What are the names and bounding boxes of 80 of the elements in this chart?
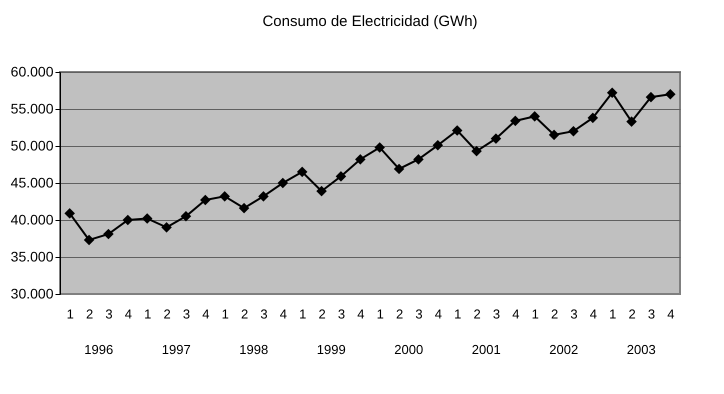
x-tick-label: 4 <box>434 306 442 322</box>
text: 1996 <box>84 342 114 357</box>
x-tick-label: 1 <box>66 306 74 322</box>
x-tick-label: 3 <box>260 306 268 322</box>
x-tick-label: 3 <box>570 306 578 322</box>
x-tick-label: 1 <box>376 306 384 322</box>
x-tick-label: 4 <box>124 306 132 322</box>
point <box>432 140 444 151</box>
x-tick-label: 3 <box>338 306 346 322</box>
point <box>355 154 366 165</box>
x-tick-label: 1 <box>532 306 539 322</box>
point <box>84 234 94 246</box>
y-tick-label: 40.000 <box>10 212 54 228</box>
point <box>336 171 346 182</box>
y-tick-label: 45.000 <box>10 174 54 190</box>
text: 2000 <box>394 342 424 357</box>
point <box>122 214 134 226</box>
x-tick-label: 3 <box>648 306 656 322</box>
x-tick-label: 2 <box>163 306 171 322</box>
point <box>529 111 540 122</box>
x-tick-label: 4 <box>280 306 287 322</box>
x-tick-label: 1 <box>299 306 306 322</box>
chart-title: Consumo de Electricidad (GWh) <box>262 13 478 30</box>
y-tick-label: 60.000 <box>10 64 54 80</box>
point <box>665 88 676 100</box>
x-tick-label: 2 <box>628 306 636 322</box>
point <box>452 125 462 136</box>
text: 2002 <box>549 342 578 357</box>
x-tick-label: 3 <box>182 306 190 322</box>
point <box>219 191 230 202</box>
point <box>258 191 269 202</box>
x-tick-label: 2 <box>240 306 248 322</box>
point <box>606 87 618 98</box>
x-tick-label: 2 <box>550 306 558 322</box>
point <box>296 166 308 178</box>
point <box>278 178 288 188</box>
point <box>588 112 598 124</box>
point <box>471 146 482 156</box>
point <box>626 116 637 127</box>
y-tick-label: 50.000 <box>10 138 54 154</box>
point <box>200 194 211 206</box>
point <box>548 130 560 140</box>
x-tick-label: 1 <box>609 306 616 322</box>
text: 1998 <box>239 342 268 357</box>
y-tick-label: 55.000 <box>10 100 54 116</box>
point <box>238 202 250 214</box>
point <box>374 142 385 153</box>
x-tick-label: 1 <box>222 306 229 322</box>
text: 2003 <box>626 342 656 357</box>
y-tick-label: 30.000 <box>10 286 54 302</box>
x-tick-label: 2 <box>396 306 404 322</box>
text: 1999 <box>316 342 346 357</box>
point <box>142 213 152 224</box>
point <box>490 133 502 144</box>
y-tick-label: 35.000 <box>10 248 54 264</box>
x-tick-label: 2 <box>473 306 481 322</box>
point <box>568 126 579 136</box>
x-tick-label: 2 <box>318 306 326 322</box>
x-tick-label: 4 <box>590 306 597 322</box>
point <box>161 222 172 233</box>
point <box>413 154 424 165</box>
point <box>646 92 656 102</box>
text: 1997 <box>162 342 191 357</box>
point <box>103 228 114 240</box>
point <box>64 208 75 219</box>
x-tick-label: 1 <box>144 306 152 322</box>
x-tick-label: 3 <box>105 306 113 322</box>
x-tick-label: 3 <box>415 306 423 322</box>
x-tick-label: 2 <box>86 306 94 322</box>
point <box>180 211 192 222</box>
x-tick-label: 4 <box>512 306 520 322</box>
text: 2001 <box>472 342 501 357</box>
x-tick-label: 3 <box>492 306 500 322</box>
point <box>316 186 327 196</box>
x-tick-label: 4 <box>667 306 674 322</box>
x-tick-label: 4 <box>357 306 364 322</box>
x-tick-label: 1 <box>454 306 462 322</box>
x-tick-label: 4 <box>202 306 210 322</box>
point <box>394 164 404 174</box>
point <box>510 116 521 126</box>
